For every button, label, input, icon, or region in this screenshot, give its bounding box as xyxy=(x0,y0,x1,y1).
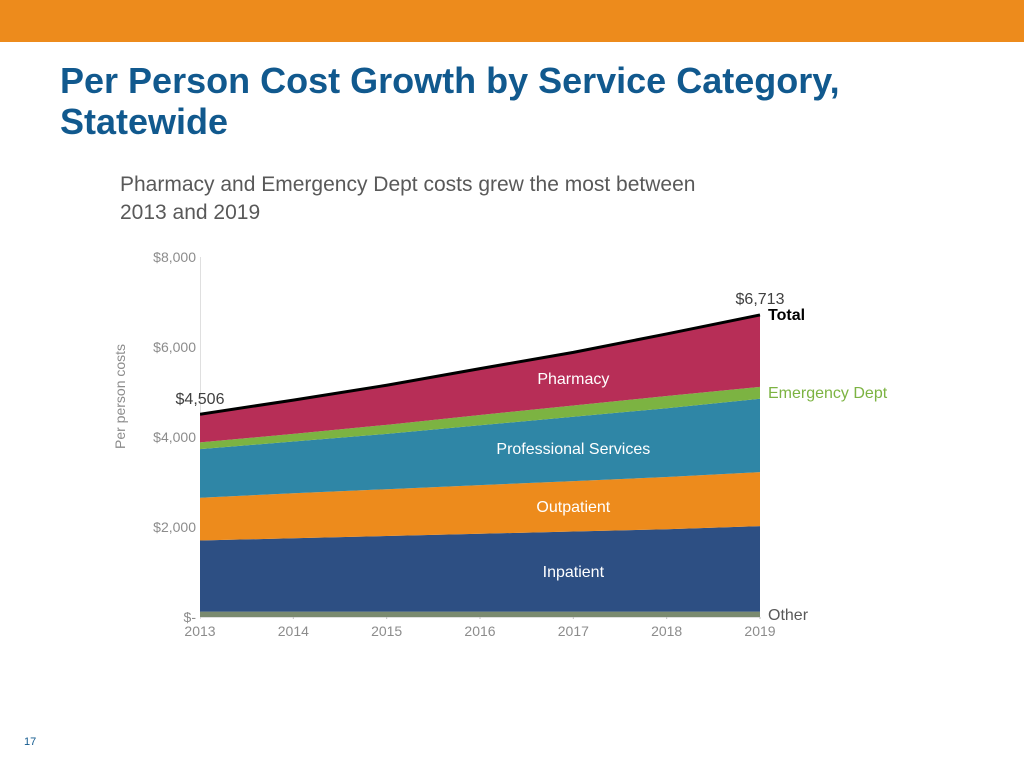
x-tick-label: 2016 xyxy=(464,623,495,639)
y-tick-label: $6,000 xyxy=(153,339,196,355)
series-label-professional-services: Professional Services xyxy=(496,441,650,459)
y-tick-label: $8,000 xyxy=(153,249,196,265)
y-tick-label: $2,000 xyxy=(153,519,196,535)
area-inpatient xyxy=(200,527,760,613)
x-tick-label: 2018 xyxy=(651,623,682,639)
series-label-outpatient: Outpatient xyxy=(536,499,610,517)
series-label-inpatient: Inpatient xyxy=(543,564,604,582)
slide-body: Per Person Cost Growth by Service Catego… xyxy=(0,42,1024,657)
slide-subtitle: Pharmacy and Emergency Dept costs grew t… xyxy=(120,171,740,228)
x-tick-label: 2017 xyxy=(558,623,589,639)
cost-growth-chart: Per person costs $-$2,000$4,000$6,000$8,… xyxy=(120,237,900,657)
x-tick-label: 2014 xyxy=(278,623,309,639)
y-axis-label: Per person costs xyxy=(112,344,128,449)
x-tick-label: 2019 xyxy=(744,623,775,639)
series-label-emergency-dept: Emergency Dept xyxy=(768,385,887,403)
top-bar xyxy=(0,0,1024,42)
y-tick-label: $4,000 xyxy=(153,429,196,445)
x-tick-label: 2015 xyxy=(371,623,402,639)
value-label: $4,506 xyxy=(176,391,225,409)
page-number: 17 xyxy=(24,736,36,748)
chart-plot: $4,506$6,713OtherInpatientOutpatientProf… xyxy=(200,257,960,624)
area-other xyxy=(200,612,760,617)
y-axis-ticks: $-$2,000$4,000$6,000$8,000 xyxy=(140,257,196,617)
x-tick-label: 2013 xyxy=(184,623,215,639)
series-label-pharmacy: Pharmacy xyxy=(537,371,609,389)
series-label-other: Other xyxy=(768,607,808,625)
series-label-total: Total xyxy=(768,307,805,325)
slide-title: Per Person Cost Growth by Service Catego… xyxy=(60,60,964,143)
